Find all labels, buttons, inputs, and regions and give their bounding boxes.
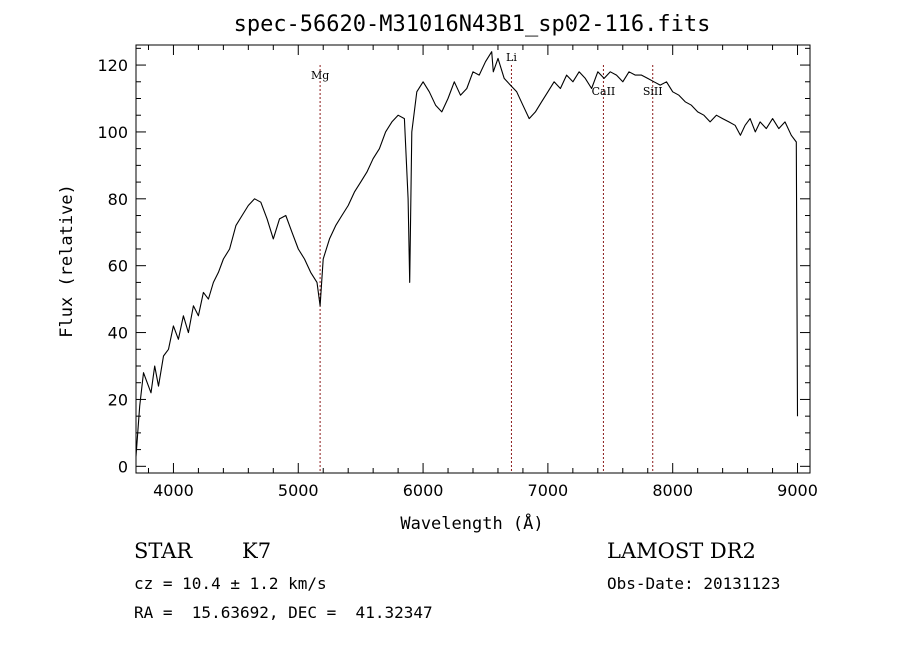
y-axis-label: Flux (relative) [57,184,77,338]
line-label-caii: CaII [592,85,616,98]
x-tick-label: 7000 [528,481,569,500]
spectrum-line [135,51,799,457]
chart-title: spec-56620-M31016N43B1_sp02-116.fits [234,12,711,37]
x-tick-label: 9000 [777,481,818,500]
coordinates: RA = 15.63692, DEC = 41.32347 [134,603,433,622]
x-axis-label: Wavelength (Å) [400,512,543,534]
y-tick-label: 40 [108,324,128,343]
line-label-li: Li [506,51,517,64]
y-tick-label: 100 [97,123,128,142]
y-tick-label: 60 [108,257,128,276]
object-subclass: K7 [242,539,272,563]
survey-name: LAMOST DR2 [607,539,756,563]
y-tick-label: 120 [97,56,128,75]
x-tick-label: 4000 [153,481,194,500]
observation-date: Obs-Date: 20131123 [607,574,781,593]
redshift-cz: cz = 10.4 ± 1.2 km/s [134,574,327,593]
x-axis-ticks: 4000 5000 6000 7000 8000 9000 [147,45,818,500]
y-tick-label: 0 [118,457,128,476]
y-axis-ticks: 0 20 40 60 80 100 120 [97,47,810,476]
plot-frame [135,44,811,474]
y-tick-label: 80 [108,190,128,209]
y-tick-label: 20 [108,390,128,409]
x-tick-label: 6000 [403,481,444,500]
object-class: STAR [134,539,193,563]
line-label-siii: SiII [643,85,663,98]
x-tick-label: 5000 [278,481,319,500]
line-label-mg: Mg [311,69,329,82]
x-tick-label: 8000 [652,481,693,500]
spectral-line-markers: Mg Li CaII SiII [311,51,663,473]
